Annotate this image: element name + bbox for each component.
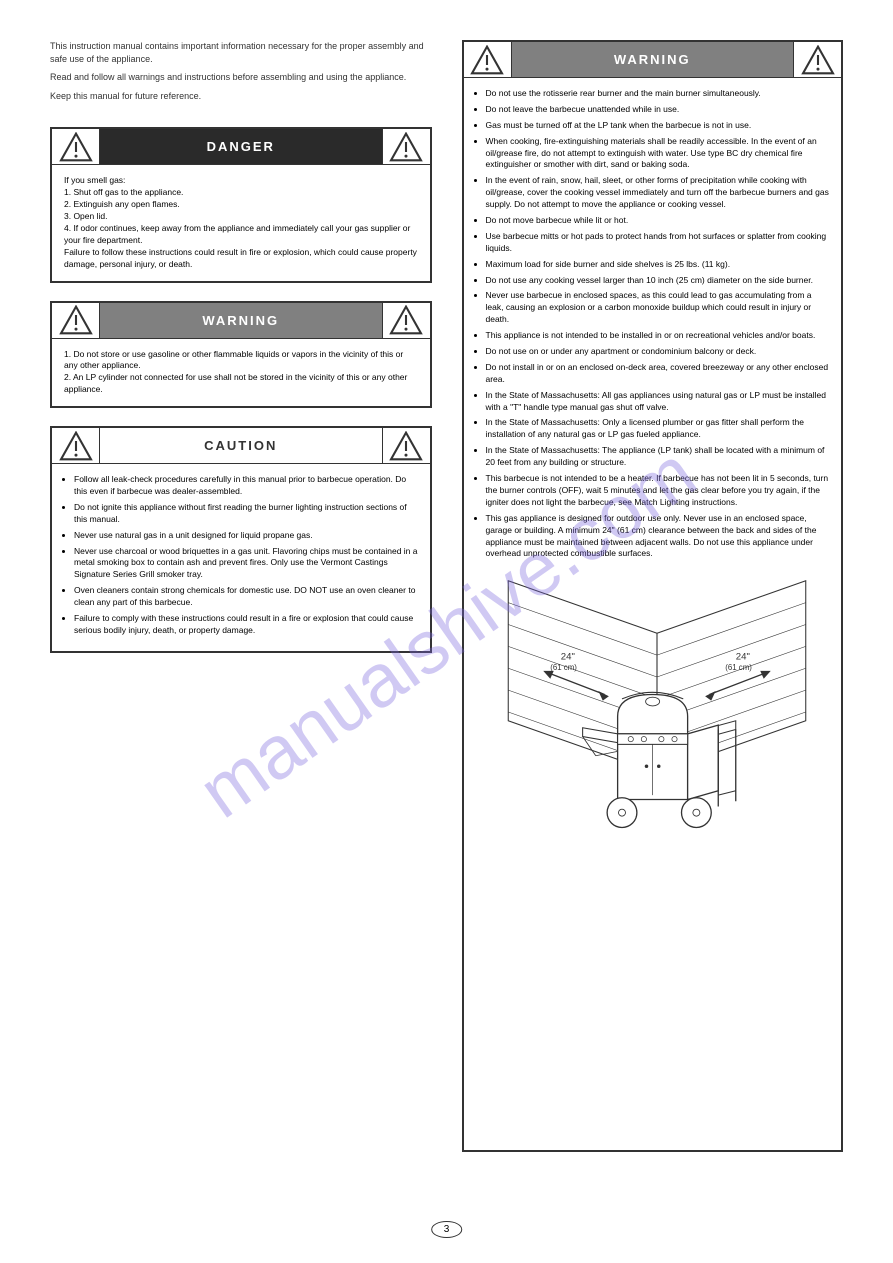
caution-item: Never use natural gas in a unit designed…: [74, 530, 418, 542]
warning2-item: Use barbecue mitts or hot pads to protec…: [486, 231, 830, 255]
caution-item: Oven cleaners contain strong chemicals f…: [74, 585, 418, 609]
caution-list: Follow all leak-check procedures careful…: [74, 474, 418, 637]
warning2-body: Do not use the rotisserie rear burner an…: [464, 78, 842, 1150]
warning2-item: In the event of rain, snow, hail, sleet,…: [486, 175, 830, 211]
intro-p1: This instruction manual contains importa…: [50, 40, 432, 65]
clearance-diagram: 24" (61 cm) 24" (61 cm): [486, 572, 830, 852]
warning2-item: Maximum load for side burner and side sh…: [486, 259, 830, 271]
alert-triangle-icon: [389, 305, 423, 335]
page-number-value: 3: [431, 1221, 463, 1238]
warning2-item: This appliance is not intended to be ins…: [486, 330, 830, 342]
intro-p2: Read and follow all warnings and instruc…: [50, 71, 432, 84]
danger-header: DANGER: [52, 129, 430, 165]
page-number: 3: [431, 1221, 463, 1238]
alert-triangle-icon: [470, 45, 504, 75]
left-column: This instruction manual contains importa…: [50, 40, 432, 1170]
warning1-icon-left: [52, 303, 100, 338]
danger-body: If you smell gas: 1. Shut off gas to the…: [52, 165, 430, 280]
left-distance-metric: (61 cm): [551, 663, 578, 672]
right-distance-label: 24": [736, 652, 750, 663]
warning2-item: In the State of Massachusetts: The appli…: [486, 445, 830, 469]
warning2-item: Do not leave the barbecue unattended whi…: [486, 104, 830, 116]
caution-item: Do not ignite this appliance without fir…: [74, 502, 418, 526]
intro-paragraphs: This instruction manual contains importa…: [50, 40, 432, 102]
alert-triangle-icon: [389, 431, 423, 461]
warning2-icon-right: [793, 42, 841, 77]
warning2-item: Do not use on or under any apartment or …: [486, 346, 830, 358]
warning2-item: This barbecue is not intended to be a he…: [486, 473, 830, 509]
warning-box-1: WARNING 1. Do not store or use gasoline …: [50, 301, 432, 409]
caution-item: Failure to comply with these instruction…: [74, 613, 418, 637]
alert-triangle-icon: [59, 132, 93, 162]
alert-triangle-icon: [389, 132, 423, 162]
danger-icon-right: [382, 129, 430, 164]
warning2-item: In the State of Massachusetts: All gas a…: [486, 390, 830, 414]
warning2-item: This gas appliance is designed for outdo…: [486, 513, 830, 561]
caution-box: CAUTION Follow all leak-check procedures…: [50, 426, 432, 653]
alert-triangle-icon: [59, 431, 93, 461]
warning2-item: Do not move barbecue while lit or hot.: [486, 215, 830, 227]
warning1-header: WARNING: [52, 303, 430, 339]
warning1-title: WARNING: [100, 303, 382, 338]
right-distance-metric: (61 cm): [726, 663, 753, 672]
page-content: This instruction manual contains importa…: [0, 0, 893, 1200]
caution-body: Follow all leak-check procedures careful…: [52, 464, 430, 651]
danger-title: DANGER: [100, 129, 382, 164]
alert-triangle-icon: [59, 305, 93, 335]
warning2-item: Gas must be turned off at the LP tank wh…: [486, 120, 830, 132]
caution-item: Never use charcoal or wood briquettes in…: [74, 546, 418, 582]
warning2-title: WARNING: [512, 42, 794, 77]
warning2-item: Never use barbecue in enclosed spaces, a…: [486, 290, 830, 326]
warning1-icon-right: [382, 303, 430, 338]
warning2-item: Do not use the rotisserie rear burner an…: [486, 88, 830, 100]
caution-header: CAUTION: [52, 428, 430, 464]
warning-box-2: WARNING Do not use the rotisserie rear b…: [462, 40, 844, 1152]
alert-triangle-icon: [801, 45, 835, 75]
warning2-item: Do not use any cooking vessel larger tha…: [486, 275, 830, 287]
warning2-item: In the State of Massachusetts: Only a li…: [486, 417, 830, 441]
warning2-icon-left: [464, 42, 512, 77]
danger-icon-left: [52, 129, 100, 164]
danger-box: DANGER If you smell gas: 1. Shut off gas…: [50, 127, 432, 282]
left-distance-label: 24": [561, 652, 575, 663]
intro-p3: Keep this manual for future reference.: [50, 90, 432, 103]
grill-clearance-diagram: 24" (61 cm) 24" (61 cm): [497, 572, 817, 852]
caution-item: Follow all leak-check procedures careful…: [74, 474, 418, 498]
warning2-item: Do not install in or on an enclosed on-d…: [486, 362, 830, 386]
warning1-body: 1. Do not store or use gasoline or other…: [52, 339, 430, 407]
warning2-item: When cooking, fire-extinguishing materia…: [486, 136, 830, 172]
warning2-header: WARNING: [464, 42, 842, 78]
caution-icon-right: [382, 428, 430, 463]
caution-icon-left: [52, 428, 100, 463]
right-column: WARNING Do not use the rotisserie rear b…: [462, 40, 844, 1170]
caution-title: CAUTION: [100, 428, 382, 463]
warning2-list: Do not use the rotisserie rear burner an…: [486, 88, 830, 560]
